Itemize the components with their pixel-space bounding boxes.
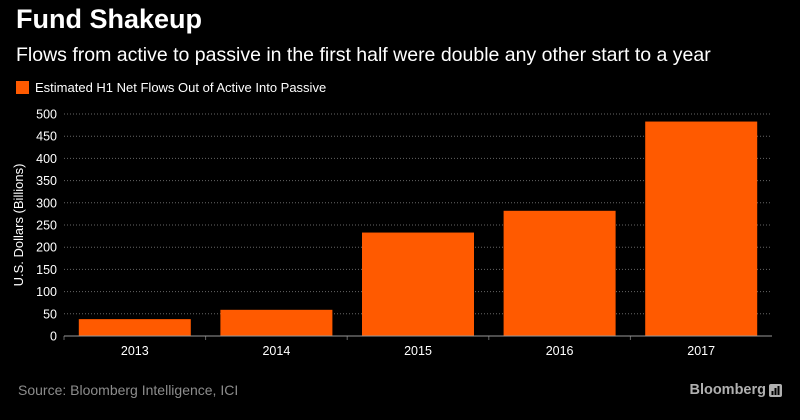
y-tick-label: 0 [50, 330, 57, 344]
source-note: Source: Bloomberg Intelligence, ICI [18, 382, 239, 398]
x-tick-label: 2016 [546, 344, 574, 358]
x-tick-label: 2017 [687, 344, 715, 358]
bars [78, 121, 758, 336]
bar-2015 [362, 232, 474, 336]
y-tick-label: 450 [36, 130, 57, 144]
chart-title: Fund Shakeup [16, 4, 203, 34]
bar-2014 [220, 309, 333, 336]
y-tick-label: 350 [36, 174, 57, 188]
y-tick-label: 250 [36, 219, 57, 233]
y-axis-label: U.S. Dollars (Billions) [11, 164, 26, 287]
y-tick-label: 200 [36, 241, 57, 255]
legend: Estimated H1 Net Flows Out of Active Int… [16, 80, 326, 95]
legend-label: Estimated H1 Net Flows Out of Active Int… [35, 80, 327, 95]
x-tick-label: 2013 [121, 344, 149, 358]
chart-subtitle: Flows from active to passive in the firs… [16, 44, 711, 66]
y-tick-label: 100 [36, 285, 57, 299]
x-tick-label: 2015 [404, 344, 432, 358]
legend-swatch [16, 81, 29, 94]
y-axis-ticks: 0 50 100 150 200 250 300 350 400 450 500 [36, 108, 57, 344]
y-tick-label: 500 [36, 108, 57, 122]
bar-2017 [645, 121, 758, 336]
brand-logo: Bloomberg [689, 382, 766, 398]
y-tick-label: 50 [43, 307, 57, 321]
x-axis-ticks: 2013 2014 2015 2016 2017 [63, 336, 715, 358]
bar-chart-icon [769, 384, 782, 397]
y-tick-label: 150 [36, 263, 57, 277]
bar-2016 [503, 210, 616, 336]
y-tick-label: 400 [36, 152, 57, 166]
bar-2013 [78, 319, 191, 336]
x-tick-label: 2014 [262, 344, 290, 358]
y-tick-label: 300 [36, 196, 57, 210]
